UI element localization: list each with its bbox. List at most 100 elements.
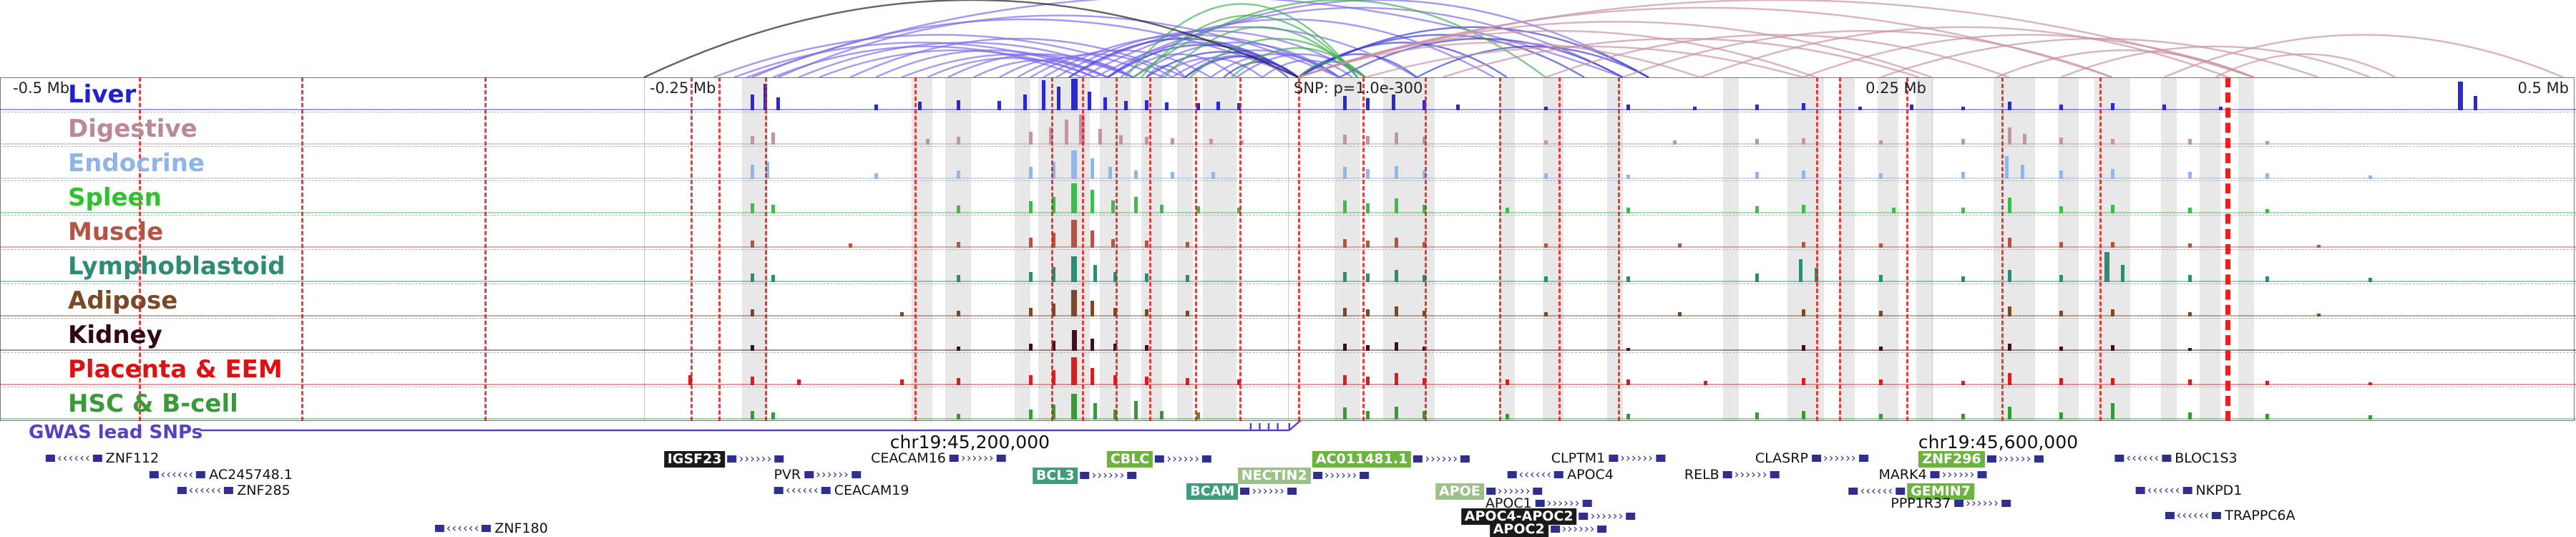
signal-peak	[750, 377, 754, 385]
snp-dashed-line	[1298, 77, 1301, 421]
signal-peak	[1878, 311, 1883, 316]
signal-peak	[1023, 95, 1028, 110]
signal-peak	[1394, 342, 1398, 351]
signal-peak	[1366, 377, 1370, 385]
signal-peak	[2110, 139, 2114, 145]
signal-peak	[956, 414, 960, 420]
signal-peak	[1090, 339, 1094, 351]
interaction-arc-blue	[1416, 45, 1649, 79]
signal-peak	[1961, 276, 1965, 282]
gene-apoc4-apoc2: APOC4-APOC2 ››››››	[1460, 508, 1636, 525]
signal-peak	[1342, 200, 1347, 213]
gene-label: BCL3	[1032, 468, 1078, 484]
gene-exon	[177, 487, 187, 495]
signal-peak	[2007, 238, 2011, 248]
signal-peak	[2120, 265, 2124, 282]
signal-peak	[1909, 105, 1913, 110]
signal-peak	[1801, 103, 1805, 110]
signal-peak	[1961, 414, 1965, 420]
signal-peak	[1392, 95, 1396, 110]
ruler-label-snp-p-1-0e-300: SNP: p=1.0e-300	[1294, 79, 1423, 97]
signal-peak	[1051, 162, 1055, 179]
gene-bloc1s3: ‹‹‹‹‹‹ BLOC1S3	[2114, 451, 2238, 466]
interaction-arc-pink	[2163, 34, 2564, 79]
signal-peak	[2265, 381, 2269, 385]
gene-exon	[1413, 455, 1423, 463]
signal-peak	[1051, 267, 1055, 282]
track-baseline	[0, 178, 2576, 179]
interaction-arc-green	[1297, 61, 1366, 78]
gene-bcam: BCAM ››››››	[1186, 483, 1297, 500]
signal-peak	[750, 203, 754, 213]
gene-label: CLPTM1	[1551, 450, 1606, 466]
snp-dashed-line	[1816, 77, 1818, 421]
snp-dashed-line	[1558, 77, 1561, 421]
gene-exon	[1127, 472, 1137, 480]
gene-exon	[92, 455, 102, 463]
gene-znf296: ZNF296 ››››››	[1918, 451, 2044, 468]
snp-dashed-line	[1424, 77, 1427, 421]
signal-peak	[956, 275, 960, 282]
snp-dashed-line	[301, 77, 304, 421]
signal-peak	[2368, 278, 2372, 282]
signal-peak	[1041, 80, 1045, 110]
gene-exon	[727, 455, 737, 463]
gene-nectin2: NECTIN2 ››››››	[1237, 468, 1370, 484]
signal-peak	[1394, 270, 1398, 282]
strand-arrows-left: ‹‹‹‹‹‹	[57, 451, 91, 466]
ruler-label-0-5-mb: 0.5 Mb	[2517, 79, 2569, 97]
signal-peak	[874, 105, 878, 110]
gene-exon	[1986, 455, 1996, 463]
strand-arrows-right: ››››››	[1497, 484, 1531, 499]
signal-peak	[1961, 172, 1965, 179]
signal-peak	[956, 170, 960, 179]
signal-peak	[1071, 330, 1077, 351]
signal-peak	[1342, 272, 1347, 282]
signal-peak	[2110, 242, 2114, 248]
gene-exon	[2182, 487, 2192, 495]
gene-igsf23: IGSF23 ››››››	[663, 451, 784, 468]
track-label-adipose: Adipose	[68, 286, 178, 315]
signal-peak	[1961, 381, 1965, 385]
interaction-arc-purple	[713, 34, 1165, 79]
snp-dashed-line	[1195, 77, 1198, 421]
signal-peak	[1051, 233, 1055, 248]
interaction-arc-pink	[1699, 26, 2229, 79]
interaction-arc-purple	[746, 0, 1624, 79]
gene-exon	[1240, 488, 1250, 495]
snp-dashed-line	[690, 77, 693, 421]
signal-peak	[1878, 347, 1883, 351]
track-row-spleen	[0, 180, 2576, 215]
signal-peak	[874, 173, 878, 179]
signal-peak	[2265, 141, 2269, 145]
signal-peak	[771, 275, 775, 282]
signal-peak	[1071, 220, 1078, 248]
gene-label: APOC4-APOC2	[1460, 508, 1577, 525]
interaction-arc-green	[1133, 0, 1546, 78]
signal-peak	[1755, 139, 1759, 145]
track-baseline	[0, 384, 2576, 385]
signal-peak	[1703, 381, 1707, 385]
interaction-arc-purple	[777, 14, 1340, 79]
gene-label: NECTIN2	[1237, 468, 1311, 484]
snp-dashed-line	[2099, 77, 2102, 421]
signal-peak	[1093, 265, 1097, 282]
signal-peak	[2007, 344, 2011, 351]
interaction-arc-pink	[1622, 30, 2113, 79]
gene-znf285: ‹‹‹‹‹‹ ZNF285	[177, 483, 291, 498]
signal-peak	[2059, 378, 2063, 385]
signal-peak	[771, 132, 775, 145]
gene-exon	[2135, 487, 2145, 495]
signal-peak	[1088, 92, 1092, 110]
strand-arrows-left: ‹‹‹‹‹‹	[188, 483, 223, 498]
signal-peak	[1123, 101, 1128, 110]
signal-peak	[1626, 175, 1630, 179]
gene-label: PPP1R37	[1890, 495, 1951, 511]
signal-peak	[1755, 274, 1759, 282]
strand-arrows-right: ››››››	[1091, 468, 1126, 483]
signal-peak	[1144, 241, 1148, 248]
signal-peak	[1543, 173, 1548, 179]
signal-peak	[1626, 105, 1630, 110]
signal-peak	[2218, 107, 2223, 110]
